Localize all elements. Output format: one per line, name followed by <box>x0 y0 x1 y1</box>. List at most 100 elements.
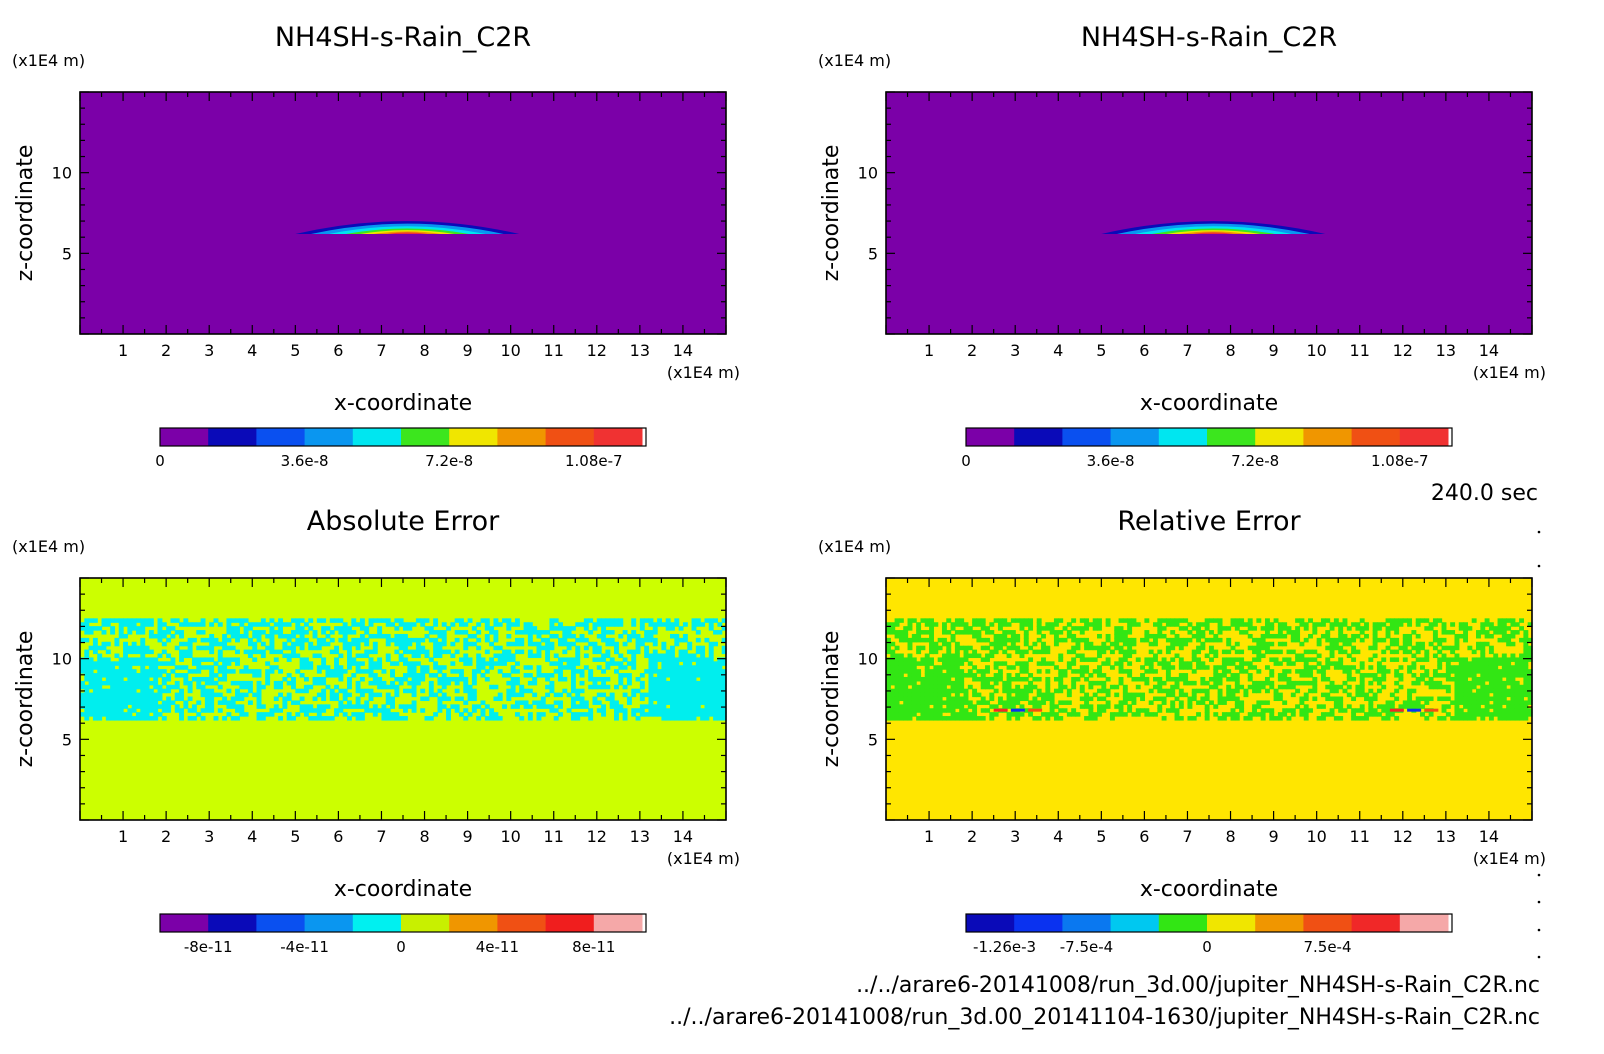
noise-cell <box>579 688 585 694</box>
noise-cell <box>1204 712 1210 717</box>
noise-cell <box>84 653 90 659</box>
noise-cell <box>398 653 404 659</box>
noise-cell <box>1445 696 1451 702</box>
noise-cell <box>239 669 245 674</box>
noise-cell <box>355 716 361 721</box>
noise-cell <box>1488 669 1494 674</box>
noise-cell <box>1062 626 1068 631</box>
noise-cell <box>1355 684 1361 690</box>
noise-cell <box>1458 712 1464 717</box>
noise-cell <box>1398 676 1404 682</box>
noise-cell <box>652 688 658 694</box>
noise-cell <box>1286 669 1292 674</box>
noise-cell <box>1071 657 1077 662</box>
noise-cell <box>1157 688 1163 694</box>
noise-cell <box>256 712 262 717</box>
noise-cell <box>1157 684 1163 690</box>
noise-cell <box>713 673 718 678</box>
noise-cell <box>514 712 520 717</box>
noise-cell <box>217 641 223 647</box>
noise-cell <box>954 669 960 674</box>
x-tick-label: 9 <box>1269 341 1279 360</box>
noise-cell <box>592 680 598 686</box>
noise-cell <box>890 657 896 662</box>
noise-cell <box>381 669 387 674</box>
noise-cell <box>657 657 662 662</box>
noise-cell <box>1445 630 1451 635</box>
noise-cell <box>1075 712 1081 717</box>
noise-cell <box>179 622 184 627</box>
noise-cell <box>601 622 607 627</box>
noise-cell <box>127 645 133 651</box>
noise-cell <box>1527 653 1533 659</box>
noise-cell <box>1153 669 1158 674</box>
noise-cell <box>114 669 120 674</box>
noise-cell <box>1476 645 1481 651</box>
noise-cell <box>648 665 654 670</box>
noise-cell <box>110 708 116 713</box>
noise-cell <box>1424 626 1430 631</box>
noise-cell <box>1484 669 1490 674</box>
noise-cell <box>579 680 585 686</box>
noise-cell <box>1329 684 1335 690</box>
noise-cell <box>230 618 236 623</box>
noise-cell <box>937 704 943 709</box>
noise-cell <box>1036 688 1042 694</box>
noise-cell <box>1187 637 1193 643</box>
noise-cell <box>247 626 253 631</box>
noise-cell <box>187 708 193 713</box>
noise-cell <box>230 669 236 674</box>
noise-cell <box>450 676 456 682</box>
noise-cell <box>97 716 103 721</box>
noise-cell <box>135 716 141 721</box>
noise-cell <box>609 630 615 635</box>
noise-cell <box>1463 665 1468 670</box>
noise-cell <box>1023 688 1029 694</box>
noise-cell <box>1342 708 1348 713</box>
colorbar-frame <box>159 427 647 447</box>
noise-cell <box>605 676 611 682</box>
noise-cell <box>678 700 684 705</box>
noise-cell <box>1407 669 1413 674</box>
noise-cell <box>101 692 107 698</box>
noise-cell <box>721 712 727 717</box>
noise-cell <box>131 657 137 662</box>
noise-cell <box>351 622 357 627</box>
noise-cell <box>519 637 525 643</box>
x-axis: 1 2 3 4 5 6 7 8 9 10 11 12 13 14(x1E4 m)x-coordinate <box>79 578 740 902</box>
noise-cell <box>1234 716 1240 721</box>
noise-cell <box>661 712 667 717</box>
noise-cell <box>1015 673 1021 678</box>
noise-cell <box>110 696 116 702</box>
noise-cell <box>222 669 228 674</box>
noise-cell <box>1454 696 1460 702</box>
noise-cell <box>549 673 555 678</box>
noise-cell <box>247 641 253 647</box>
noise-cell <box>385 708 391 713</box>
noise-cell <box>1045 622 1051 627</box>
noise-cell <box>1437 684 1443 690</box>
noise-cell <box>549 622 555 627</box>
noise-cell <box>398 680 404 686</box>
noise-cell <box>316 618 322 623</box>
noise-cell <box>1295 704 1301 709</box>
noise-cell <box>1282 633 1288 639</box>
noise-cell <box>898 704 904 709</box>
noise-cell <box>1269 641 1275 647</box>
noise-cell <box>1463 633 1468 639</box>
noise-cell <box>1015 700 1021 705</box>
noise-cell <box>92 661 98 666</box>
colorbar-segment <box>1207 428 1256 446</box>
noise-cell <box>153 673 159 678</box>
noise-cell <box>299 630 305 635</box>
error-streak <box>1010 708 1025 712</box>
noise-cell <box>898 665 904 670</box>
noise-cell <box>80 661 85 666</box>
noise-cell <box>937 692 943 698</box>
noise-cell <box>1488 665 1494 670</box>
noise-cell <box>1213 665 1219 670</box>
noise-cell <box>1385 700 1391 705</box>
noise-cell <box>898 673 904 678</box>
noise-cell <box>191 716 197 721</box>
noise-cell <box>639 708 645 713</box>
